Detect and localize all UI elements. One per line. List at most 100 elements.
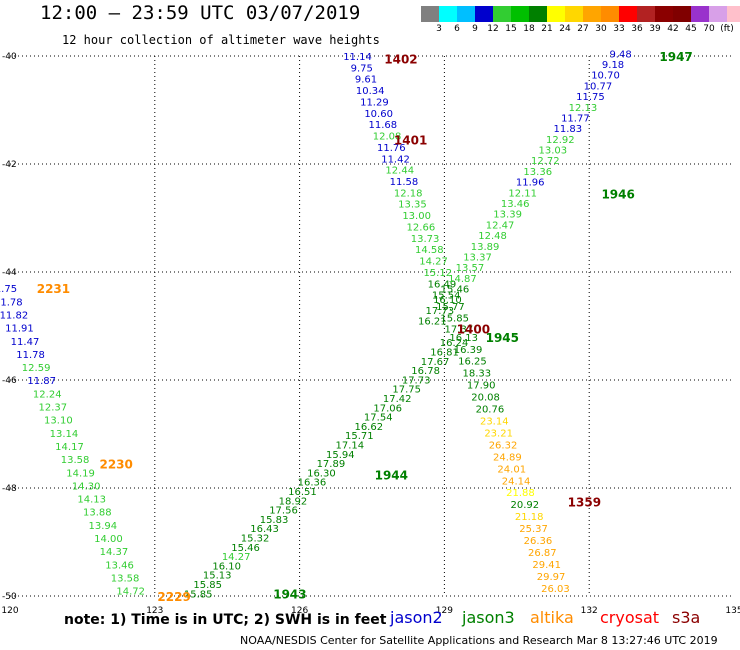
wave-height-label: 13.46 (501, 199, 530, 210)
wave-height-label: 14.00 (94, 534, 123, 545)
wave-height-label: 9.61 (355, 75, 377, 86)
wave-height-label: 14.87 (448, 274, 477, 285)
colorbar-label: 3 (436, 24, 442, 34)
wave-height-label: 12.24 (33, 389, 62, 400)
legend-cryosat: cryosat (600, 608, 660, 627)
wave-height-label: 9.75 (351, 63, 373, 74)
colorbar-label: 21 (541, 24, 553, 34)
wave-height-label: 12.44 (385, 166, 414, 177)
wave-height-label: 11.58 (390, 177, 419, 188)
colorbar-swatch (601, 6, 619, 22)
colorbar-label: 15 (505, 24, 517, 34)
wave-height-label: 16.62 (354, 422, 383, 433)
wave-height-label: 11.76 (377, 143, 406, 154)
wave-height-label: 13.46 (105, 560, 134, 571)
legend-jason2: jason2 (390, 608, 443, 627)
wave-height-label: 18.92 (279, 496, 308, 507)
wave-height-label: 16.30 (307, 468, 336, 479)
colorbar-swatch (691, 6, 709, 22)
x-tick-label: 126 (291, 606, 308, 616)
wave-height-label: 13.00 (402, 211, 431, 222)
wave-height-label: 16.78 (411, 366, 440, 377)
wave-height-label: 14.58 (415, 245, 444, 256)
wave-height-label: 18.33 (462, 369, 491, 380)
colorbar-swatch (637, 6, 655, 22)
x-tick-label: 135 (725, 606, 740, 616)
wave-height-label: 26.87 (528, 548, 557, 559)
colorbar-label: 27 (577, 24, 589, 34)
wave-height-label: 15.85 (193, 580, 222, 591)
y-tick-label: -46 (2, 376, 17, 386)
wave-height-label: 24.89 (493, 452, 522, 463)
pass-time-label: 1944 (375, 469, 408, 483)
colorbar-swatch (475, 6, 493, 22)
wave-height-label: 17.14 (336, 441, 365, 452)
wave-height-label: 20.76 (476, 405, 505, 416)
wave-height-label: 11.75 (576, 92, 605, 103)
colorbar-label: 18 (523, 24, 535, 34)
wave-height-label: 24.01 (497, 464, 526, 475)
colorbar-swatch (565, 6, 583, 22)
wave-height-label: 17.56 (269, 506, 298, 517)
wave-height-label: 13.88 (83, 508, 112, 519)
wave-height-label: 11.68 (369, 120, 398, 131)
wave-height-label: 16.81 (430, 348, 459, 359)
wave-height-label: 11.87 (27, 376, 56, 387)
wave-height-label: 12.66 (407, 222, 436, 233)
colorbar-swatch (727, 6, 740, 22)
y-tick-label: -42 (2, 160, 17, 170)
wave-height-label: 20.08 (471, 393, 500, 404)
wave-height-label: 16.24 (440, 338, 469, 349)
colorbar-label: 39 (649, 24, 661, 34)
wave-height-label: 21.18 (515, 512, 544, 523)
pass-time-label: 2230 (99, 458, 132, 472)
colorbar-label: 30 (595, 24, 607, 34)
wave-height-label: 17.42 (383, 394, 412, 405)
colorbar-swatch (709, 6, 727, 22)
wave-height-label: 14.19 (66, 468, 95, 479)
legend-s3a: s3a (672, 608, 701, 627)
wave-height-label: 15.85 (184, 589, 213, 600)
wave-height-label: 13.14 (50, 429, 79, 440)
wave-height-label: 12.08 (373, 132, 402, 143)
wave-height-label: 17.67 (421, 357, 450, 368)
wave-height-label: 11.78 (0, 297, 23, 308)
wave-height-label: 26.32 (489, 440, 518, 451)
wave-height-label: 15.54 (432, 291, 461, 302)
wave-height-label: 17.54 (364, 413, 393, 424)
colorbar-swatch (547, 6, 565, 22)
colorbar-label: 42 (667, 24, 679, 34)
wave-height-label: 16.21 (418, 317, 447, 328)
wave-height-label: 13.89 (471, 242, 500, 253)
wave-height-label: 11.47 (11, 337, 40, 348)
colorbar-swatch (493, 6, 511, 22)
wave-height-label: 13.58 (111, 573, 140, 584)
colorbar-swatch (619, 6, 637, 22)
wave-height-label: 11.78 (16, 350, 45, 361)
wave-height-label: 13.58 (61, 455, 90, 466)
pass-time-label: 1359 (568, 496, 601, 510)
y-tick-label: -40 (2, 52, 17, 62)
wave-height-label: 13.10 (44, 416, 73, 427)
colorbar-swatch (583, 6, 601, 22)
wave-height-colorbar (421, 6, 740, 22)
wave-height-label: 24.14 (502, 476, 531, 487)
wave-height-label: 14.30 (72, 481, 101, 492)
legend-altika: altika (530, 608, 574, 627)
wave-height-label: 17.73 (402, 375, 431, 386)
pass-time-label: 2229 (157, 590, 190, 604)
colorbar-swatch (457, 6, 475, 22)
wave-height-label: 26.36 (524, 536, 553, 547)
pass-time-label: 1945 (486, 331, 519, 345)
wave-height-label: 20.92 (511, 500, 540, 511)
wave-height-label: 15.13 (203, 571, 232, 582)
x-tick-label: 123 (146, 606, 163, 616)
wave-height-label: 11.96 (516, 178, 545, 189)
wave-height-label: 13.39 (493, 210, 522, 221)
wave-height-label: 23.21 (484, 428, 513, 439)
wave-height-label: 29.97 (537, 572, 566, 583)
colorbar-label: 6 (454, 24, 460, 34)
units-note: note: 1) Time is in UTC; 2) SWH is in fe… (64, 612, 387, 628)
wave-height-label: 11.77 (561, 113, 590, 124)
